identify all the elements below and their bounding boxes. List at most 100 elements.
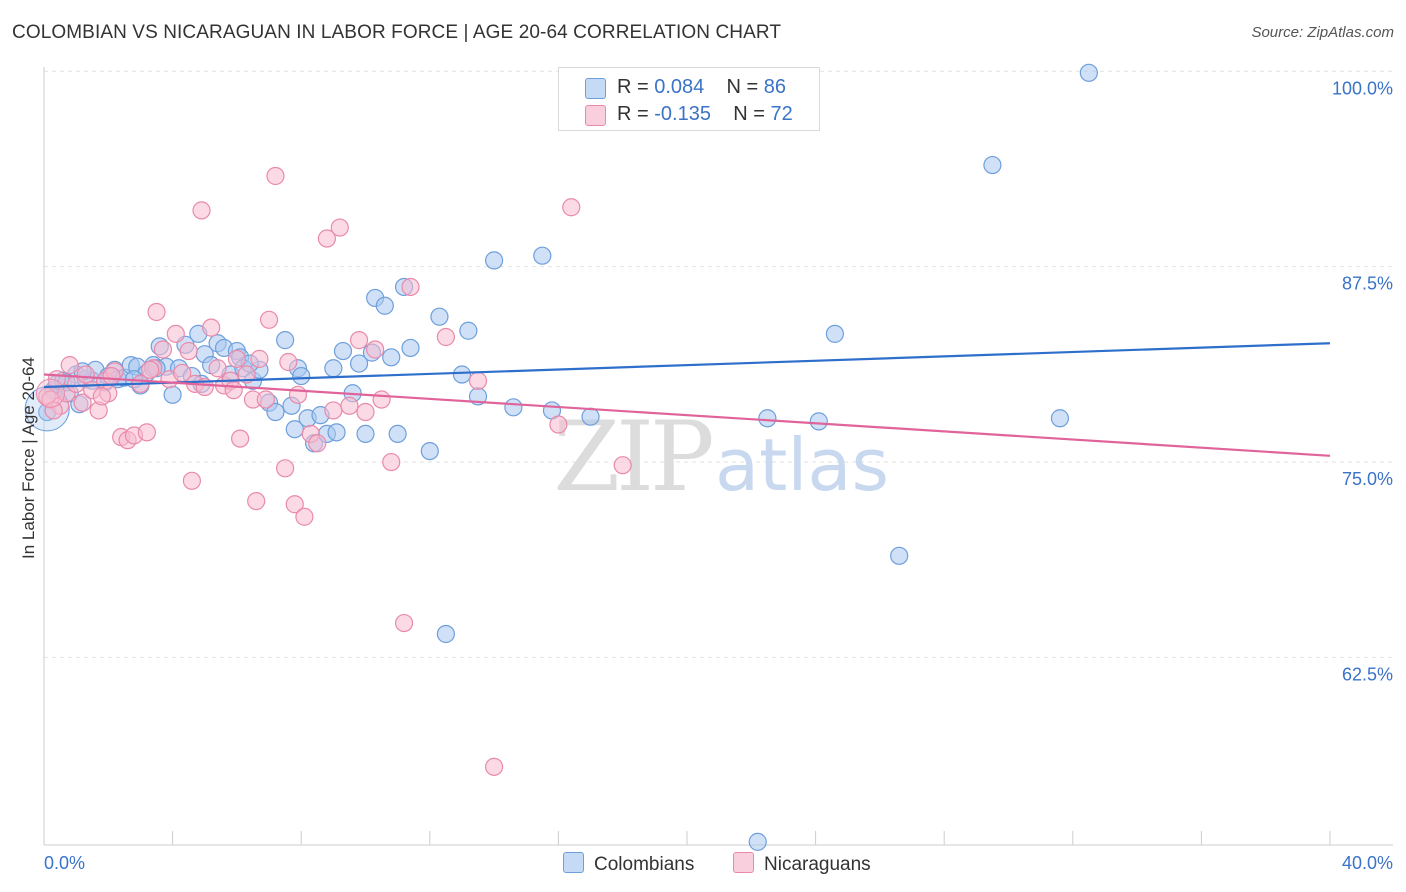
colombian-point bbox=[459, 321, 478, 340]
colombian-point bbox=[401, 338, 420, 358]
colombian-point bbox=[758, 409, 777, 428]
nicaraguan-point bbox=[485, 757, 504, 776]
source-label: Source: ZipAtlas.com bbox=[1251, 24, 1394, 41]
nicaraguan-point bbox=[237, 365, 256, 384]
nicaraguan-point bbox=[613, 456, 632, 475]
bottom-legend-label: Nicaraguans bbox=[764, 854, 871, 875]
nicaraguan-point bbox=[259, 310, 279, 329]
nicaraguan-point bbox=[137, 423, 156, 442]
nicaraguan-point bbox=[276, 459, 295, 478]
y-tick-labels: 100.0% 87.5% 75.0% 62.5% bbox=[1332, 78, 1393, 684]
nicaraguan-point bbox=[436, 327, 455, 347]
bottom-swatch-pink bbox=[733, 852, 754, 873]
y-axis-label: In Labor Force | Age 20-64 bbox=[19, 357, 38, 559]
watermark-atlas: atlas bbox=[715, 423, 889, 507]
bottom-legend-label: Colombians bbox=[594, 854, 695, 875]
nicaraguan-point bbox=[394, 613, 414, 633]
colombian-point bbox=[324, 359, 343, 378]
y-tick-label: 62.5% bbox=[1342, 664, 1393, 684]
y-tick-label: 87.5% bbox=[1342, 274, 1393, 294]
colombian-point bbox=[327, 423, 346, 442]
nicaraguan-point bbox=[208, 359, 227, 378]
y-tick-label: 75.0% bbox=[1342, 469, 1393, 489]
legend-swatch-pink bbox=[585, 105, 606, 126]
colombian-point bbox=[485, 251, 504, 270]
colombian-point bbox=[809, 412, 828, 431]
colombian-point bbox=[266, 402, 285, 422]
trend-lines bbox=[43, 342, 1331, 457]
nicaraguan-point bbox=[317, 229, 337, 248]
legend-n-value: 72 bbox=[770, 103, 793, 125]
nicaraguan-point bbox=[349, 331, 369, 350]
nicaraguan-point bbox=[288, 385, 308, 404]
nicaraguan-point bbox=[256, 390, 275, 409]
nicaraguan-point bbox=[401, 277, 420, 297]
nicaraguan-point bbox=[308, 434, 327, 453]
nicaraguan-point bbox=[324, 401, 343, 420]
colombian-point bbox=[983, 155, 1002, 175]
colombian-point bbox=[1050, 409, 1070, 428]
colombian-point bbox=[825, 324, 844, 343]
nicaraguan-point bbox=[356, 402, 375, 422]
nicaraguan-point bbox=[549, 415, 568, 434]
colombian-point bbox=[436, 624, 455, 644]
nicaraguan-point bbox=[366, 340, 385, 359]
nicaraguan-point bbox=[92, 387, 111, 406]
colombian-point bbox=[504, 398, 523, 417]
colombian-point bbox=[1079, 63, 1098, 82]
bottom-swatch-blue bbox=[563, 852, 584, 873]
legend-swatch-blue bbox=[585, 78, 606, 99]
nicaraguan-point bbox=[250, 349, 269, 368]
nicaraguans-trend-line bbox=[43, 373, 1331, 457]
colombian-point bbox=[163, 385, 182, 404]
chart-title: COLOMBIAN VS NICARAGUAN IN LABOR FORCE |… bbox=[12, 22, 782, 43]
nicaraguan-point bbox=[330, 218, 349, 237]
nicaraguan-point bbox=[76, 365, 95, 384]
colombian-point bbox=[356, 424, 375, 444]
legend-r-label: R = bbox=[617, 76, 649, 98]
nicaraguan-point bbox=[231, 429, 250, 448]
colombian-point bbox=[388, 424, 407, 444]
nicaraguan-cluster-point bbox=[35, 378, 65, 408]
legend-r-label: R = bbox=[617, 103, 649, 125]
nicaraguan-point bbox=[182, 471, 201, 490]
nicaraguan-point bbox=[295, 507, 314, 526]
colombians-trend-line bbox=[43, 342, 1331, 389]
nicaraguan-point bbox=[266, 166, 285, 186]
nicaraguan-point bbox=[285, 495, 304, 514]
nicaraguan-point bbox=[102, 366, 121, 386]
nicaraguan-point bbox=[202, 318, 221, 337]
nicaraguan-point bbox=[468, 371, 488, 390]
legend-r-value: 0.084 bbox=[654, 76, 705, 98]
colombian-point bbox=[333, 341, 353, 361]
nicaraguan-point bbox=[340, 396, 359, 415]
nicaraguan-point bbox=[153, 340, 173, 359]
bottom-legend-nicaraguans: Nicaraguans bbox=[733, 852, 871, 876]
nicaraguan-point bbox=[247, 492, 266, 511]
colombian-point bbox=[349, 354, 369, 373]
x-tick-min: 0.0% bbox=[44, 853, 85, 873]
watermark: ZIP atlas bbox=[553, 401, 889, 513]
nicaraguan-point bbox=[224, 381, 243, 400]
nicaraguan-point bbox=[73, 393, 92, 412]
bottom-legend-colombians: Colombians bbox=[563, 852, 694, 876]
colombian-point bbox=[292, 366, 311, 386]
nicaraguan-point bbox=[179, 341, 198, 361]
stats-legend: R = 0.084 N = 86 R = -0.135 N = 72 bbox=[558, 67, 820, 131]
nicaraguan-point bbox=[147, 302, 166, 322]
legend-n-label: N = bbox=[726, 76, 759, 98]
colombian-point bbox=[890, 546, 909, 565]
nicaraguan-point bbox=[227, 349, 246, 368]
colombian-point bbox=[375, 296, 394, 315]
nicaraguan-point bbox=[382, 452, 401, 472]
colombian-point bbox=[420, 441, 439, 461]
nicaraguan-point bbox=[192, 201, 211, 220]
colombian-point bbox=[382, 348, 401, 367]
nicaraguan-point bbox=[279, 352, 298, 372]
colombian-point bbox=[452, 365, 472, 384]
nicaraguan-point bbox=[60, 356, 79, 375]
axes bbox=[43, 67, 1393, 846]
legend-n-label: N = bbox=[733, 103, 765, 125]
nicaraguan-point bbox=[562, 198, 581, 217]
